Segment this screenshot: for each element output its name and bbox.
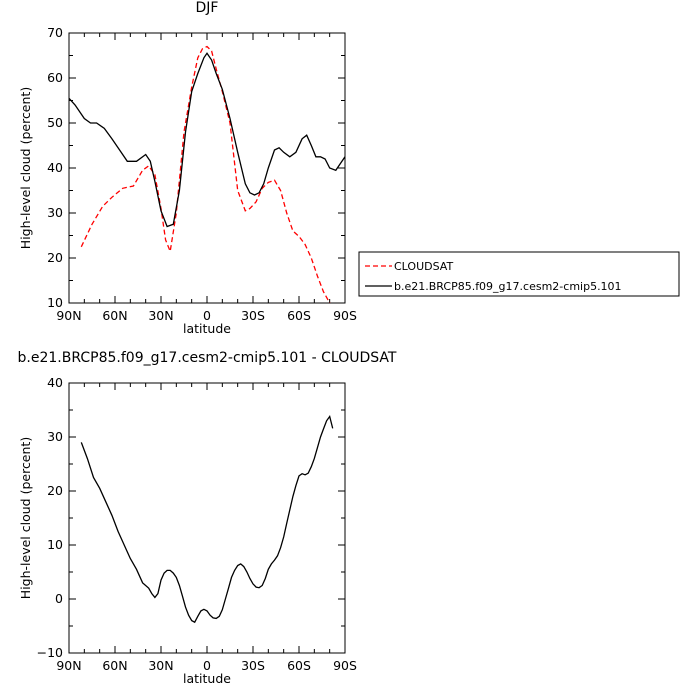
x-tick-label: 90S [333,658,357,673]
y-tick-label: 10 [47,295,63,310]
y-tick-label: 40 [47,160,63,175]
x-tick-label: 0 [203,658,211,673]
x-tick-label: 90N [56,308,81,323]
difference-line [80,414,334,624]
x-tick-label: 60S [287,308,311,323]
y-tick-label: 50 [47,115,63,130]
y-tick-label: 20 [47,483,63,498]
chart-panel-1: DJF 90N 60N 30N 0 30S 60S 90S 10 20 30 40 50 60 70 lati… [18,0,680,336]
x-tick-label: 60N [102,658,127,673]
series-cloudsat-line [80,45,331,303]
x-tick-label: 30S [241,308,265,323]
x-tick-label: 60S [287,658,311,673]
chart-title: DJF [196,0,219,16]
y-tick-label: 10 [47,537,63,552]
y-tick-label: 70 [47,25,63,40]
plot-frame [68,32,346,304]
x-axis-label: latitude [183,671,231,686]
x-tick-label: 90N [56,658,81,673]
x-tick-label: 30S [241,658,265,673]
x-tick-label: 30N [148,308,173,323]
y-tick-label: 0 [55,591,63,606]
y-tick-label: 30 [47,205,63,220]
legend-label: CLOUDSAT [394,260,453,273]
y-tick-label: 30 [47,429,63,444]
x-tick-label: 0 [203,308,211,323]
chart-panel-2: b.e21.BRCP85.f09_g17.cesm2-cmip5.101 - C… [18,350,397,686]
legend: CLOUDSAT b.e21.BRCP85.f09_g17.cesm2-cmip5… [358,251,680,297]
chart-title: b.e21.BRCP85.f09_g17.cesm2-cmip5.101 - C… [18,350,397,366]
y-tick-label: 40 [47,375,63,390]
y-axis-label: High-level cloud (percent) [18,437,33,599]
y-tick-label: 60 [47,70,63,85]
x-tick-label: 30N [148,658,173,673]
y-axis-label: High-level cloud (percent) [18,87,33,249]
series-b-e21-brcp85-f09-g17-cesm2-cmip5-101-line [69,52,345,228]
x-axis-label: latitude [183,321,231,336]
y-tick-label: −10 [37,645,63,660]
plot-frame [68,382,346,654]
legend-label: b.e21.BRCP85.f09_g17.cesm2-cmip5.101 [394,280,622,293]
legend-box [358,251,680,297]
x-tick-label: 90S [333,308,357,323]
x-tick-label: 60N [102,308,127,323]
y-tick-label: 20 [47,250,63,265]
